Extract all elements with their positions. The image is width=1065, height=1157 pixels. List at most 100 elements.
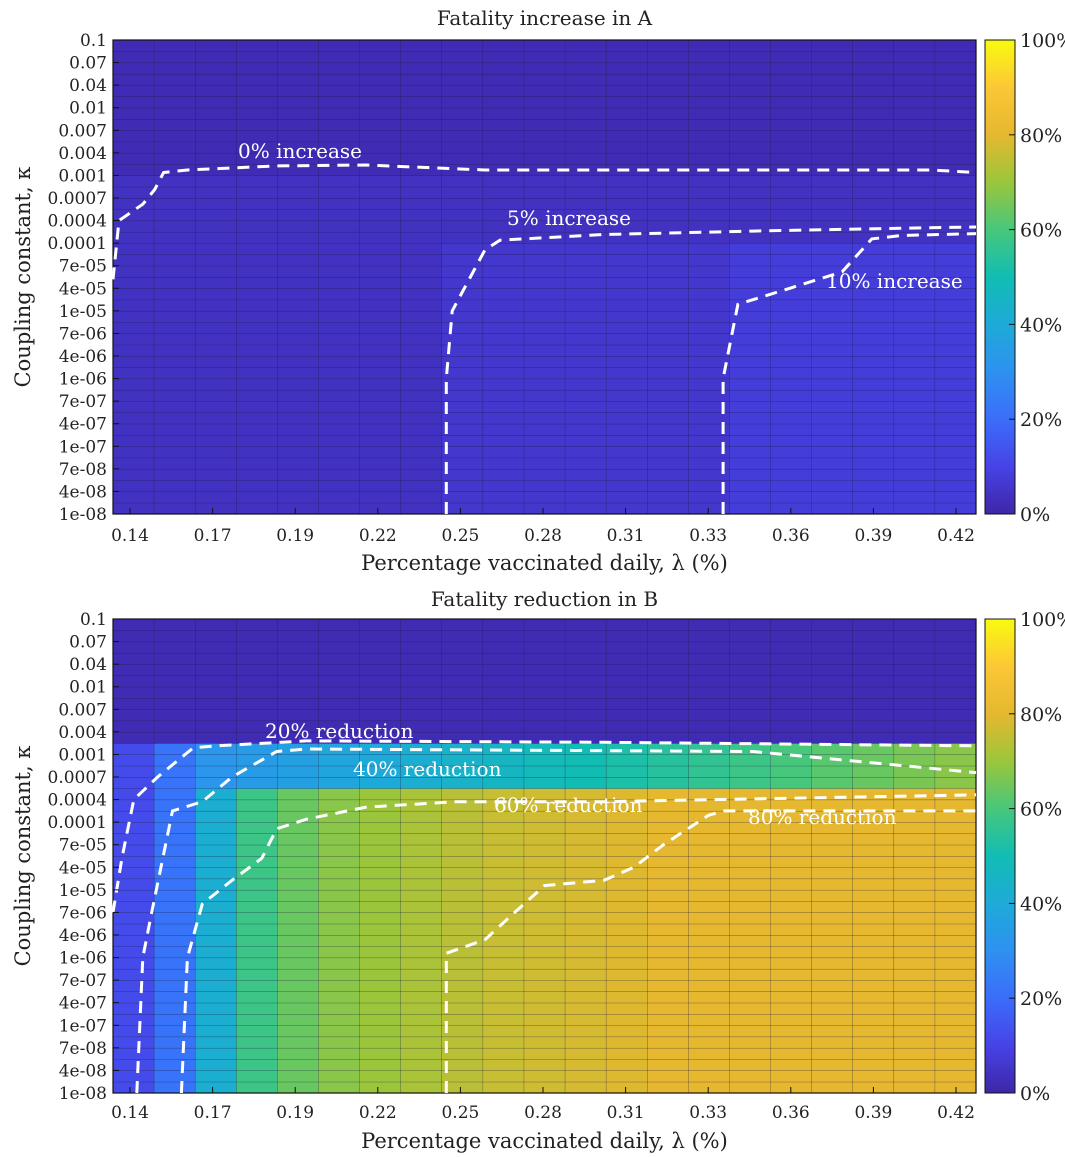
heatmap-cell bbox=[523, 62, 566, 75]
heatmap-cell bbox=[564, 265, 607, 278]
heatmap-cell bbox=[893, 1070, 936, 1083]
heatmap-cell bbox=[688, 991, 730, 1004]
heatmap-cell bbox=[153, 1058, 196, 1071]
heatmap-cell bbox=[359, 923, 402, 936]
heatmap-cell bbox=[194, 62, 237, 75]
heatmap-cell bbox=[729, 378, 772, 391]
heatmap-cell bbox=[523, 991, 566, 1004]
heatmap-cell bbox=[441, 130, 484, 143]
heatmap-cell bbox=[482, 389, 525, 402]
heatmap-cell bbox=[523, 321, 566, 334]
heatmap-cell bbox=[605, 630, 648, 643]
heatmap-cell bbox=[400, 867, 443, 880]
heatmap-cell bbox=[605, 1070, 648, 1083]
heatmap-cell bbox=[647, 254, 689, 267]
heatmap-cell bbox=[400, 1002, 443, 1015]
heatmap-cell bbox=[359, 254, 402, 267]
heatmap-cell bbox=[153, 479, 196, 492]
heatmap-cell bbox=[729, 833, 772, 846]
heatmap-cell bbox=[934, 686, 977, 699]
heatmap-cell bbox=[770, 1002, 813, 1015]
heatmap-cell bbox=[523, 175, 566, 188]
heatmap-cell bbox=[934, 242, 977, 255]
heatmap-cell bbox=[564, 754, 607, 767]
heatmap-cell bbox=[729, 479, 772, 492]
heatmap-cell bbox=[236, 652, 278, 665]
heatmap-cell bbox=[893, 878, 936, 891]
heatmap-cell bbox=[400, 412, 443, 425]
heatmap-cell bbox=[729, 73, 772, 86]
heatmap-cell bbox=[112, 720, 155, 733]
heatmap-cell bbox=[277, 231, 320, 244]
heatmap-cell bbox=[441, 709, 484, 722]
heatmap-cell bbox=[236, 333, 278, 346]
heatmap-cell bbox=[400, 810, 443, 823]
heatmap-cell bbox=[194, 84, 237, 97]
heatmap-cell bbox=[934, 1070, 977, 1083]
heatmap-cell bbox=[112, 1036, 155, 1049]
heatmap-cell bbox=[153, 62, 196, 75]
y-tick-label: 0.007 bbox=[58, 121, 107, 141]
heatmap-cell bbox=[893, 333, 936, 346]
heatmap-cell bbox=[934, 1025, 977, 1038]
heatmap-cell bbox=[277, 844, 320, 857]
heatmap-cell bbox=[112, 457, 155, 470]
heatmap-cell bbox=[729, 618, 772, 631]
heatmap-cell bbox=[523, 96, 566, 109]
heatmap-cell bbox=[482, 84, 525, 97]
heatmap-cell bbox=[441, 231, 484, 244]
heatmap-cell bbox=[236, 686, 278, 699]
heatmap-cell bbox=[893, 434, 936, 447]
heatmap-cell bbox=[400, 479, 443, 492]
heatmap-cell bbox=[934, 118, 977, 131]
heatmap-cell bbox=[482, 709, 525, 722]
heatmap-cell bbox=[647, 434, 689, 447]
heatmap-cell bbox=[441, 265, 484, 278]
heatmap-cell bbox=[605, 107, 648, 120]
heatmap-cell bbox=[236, 697, 278, 710]
heatmap-cell bbox=[112, 389, 155, 402]
heatmap-cell bbox=[811, 39, 854, 52]
heatmap-cell bbox=[194, 765, 237, 778]
heatmap-cell bbox=[729, 709, 772, 722]
heatmap-cell bbox=[647, 468, 689, 481]
heatmap-cells bbox=[112, 618, 977, 1094]
heatmap-cell bbox=[112, 400, 155, 413]
heatmap-cell bbox=[729, 107, 772, 120]
heatmap-cell bbox=[236, 641, 278, 654]
heatmap-cell bbox=[194, 502, 237, 515]
heatmap-cell bbox=[482, 491, 525, 504]
heatmap-cell bbox=[318, 957, 361, 970]
heatmap-cell bbox=[523, 912, 566, 925]
heatmap-cell bbox=[647, 321, 689, 334]
heatmap-cell bbox=[194, 912, 237, 925]
heatmap-cell bbox=[770, 378, 813, 391]
heatmap-cell bbox=[770, 412, 813, 425]
heatmap-cell bbox=[359, 310, 402, 323]
heatmap-cell bbox=[893, 242, 936, 255]
heatmap-cell bbox=[605, 265, 648, 278]
heatmap-cell bbox=[318, 220, 361, 233]
heatmap-cell bbox=[770, 242, 813, 255]
heatmap-cell bbox=[934, 991, 977, 1004]
heatmap-cell bbox=[359, 697, 402, 710]
heatmap-cell bbox=[647, 652, 689, 665]
heatmap-cell bbox=[194, 754, 237, 767]
heatmap-cell bbox=[359, 96, 402, 109]
heatmap-cell bbox=[852, 957, 895, 970]
heatmap-cell bbox=[400, 912, 443, 925]
heatmap-cell bbox=[934, 810, 977, 823]
heatmap-cell bbox=[852, 1013, 895, 1026]
heatmap-cell bbox=[852, 107, 895, 120]
heatmap-cell bbox=[194, 434, 237, 447]
heatmap-cell bbox=[852, 923, 895, 936]
heatmap-cell bbox=[688, 855, 730, 868]
heatmap-cell bbox=[729, 844, 772, 857]
heatmap-cell bbox=[852, 709, 895, 722]
heatmap-cell bbox=[318, 310, 361, 323]
heatmap-cell bbox=[153, 652, 196, 665]
y-tick-label: 7e-07 bbox=[59, 392, 107, 412]
heatmap-cell bbox=[112, 378, 155, 391]
heatmap-cell bbox=[277, 641, 320, 654]
heatmap-cell bbox=[400, 276, 443, 289]
